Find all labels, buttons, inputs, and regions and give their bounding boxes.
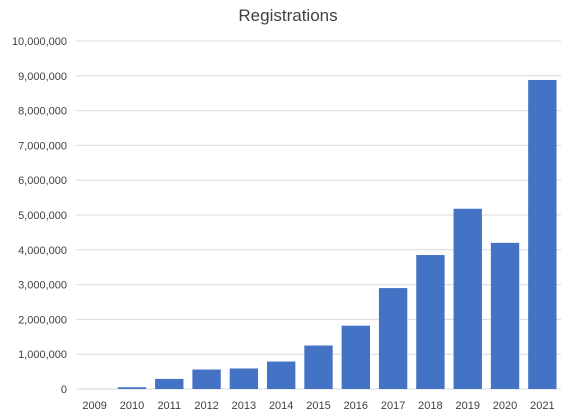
y-tick-label: 1,000,000 bbox=[18, 349, 67, 361]
x-tick-label: 2020 bbox=[493, 400, 517, 412]
bar-2016 bbox=[341, 325, 370, 389]
y-tick-label: 8,000,000 bbox=[18, 106, 67, 118]
bar-2011 bbox=[155, 378, 184, 389]
y-tick-label: 10,000,000 bbox=[12, 36, 67, 48]
x-tick-label: 2015 bbox=[306, 400, 330, 412]
bar-2010 bbox=[117, 387, 147, 389]
x-tick-label: 2014 bbox=[269, 400, 293, 412]
x-tick-label: 2017 bbox=[381, 400, 405, 412]
x-tick-label: 2019 bbox=[455, 400, 479, 412]
y-tick-label: 7,000,000 bbox=[18, 140, 67, 152]
bar-2015 bbox=[304, 345, 333, 389]
bar-2012 bbox=[192, 369, 221, 389]
y-axis-tick-labels: 0 1,000,000 2,000,000 3,000,000 4,000,000 5,0… bbox=[12, 36, 67, 396]
bar-2013 bbox=[229, 368, 259, 389]
y-tick-label: 5,000,000 bbox=[18, 210, 67, 222]
bar-2014 bbox=[267, 361, 296, 389]
x-tick-label: 2009 bbox=[82, 400, 106, 412]
chart-title: Registrations bbox=[238, 6, 337, 25]
bar-2017 bbox=[378, 288, 408, 389]
bars bbox=[80, 79, 557, 389]
y-tick-label: 0 bbox=[61, 384, 67, 396]
y-tick-label: 4,000,000 bbox=[18, 245, 67, 257]
x-tick-label: 2011 bbox=[157, 400, 181, 412]
bar-2021 bbox=[528, 79, 557, 389]
y-tick-label: 9,000,000 bbox=[18, 71, 67, 83]
y-tick-label: 3,000,000 bbox=[18, 280, 67, 292]
bar-2018 bbox=[416, 255, 445, 389]
bar-2019 bbox=[453, 208, 482, 389]
x-tick-label: 2013 bbox=[232, 400, 256, 412]
y-tick-label: 2,000,000 bbox=[18, 314, 67, 326]
x-tick-label: 2021 bbox=[530, 400, 554, 412]
bar-2020 bbox=[490, 242, 520, 389]
x-axis-tick-labels: 2009 2010 2011 2012 2013 2014 2015 2016 2017 2018… bbox=[82, 400, 554, 412]
x-tick-label: 2010 bbox=[120, 400, 144, 412]
x-tick-label: 2012 bbox=[194, 400, 218, 412]
y-tick-label: 6,000,000 bbox=[18, 175, 67, 187]
grid-lines bbox=[76, 40, 561, 390]
x-tick-label: 2018 bbox=[418, 400, 442, 412]
x-tick-label: 2016 bbox=[344, 400, 368, 412]
